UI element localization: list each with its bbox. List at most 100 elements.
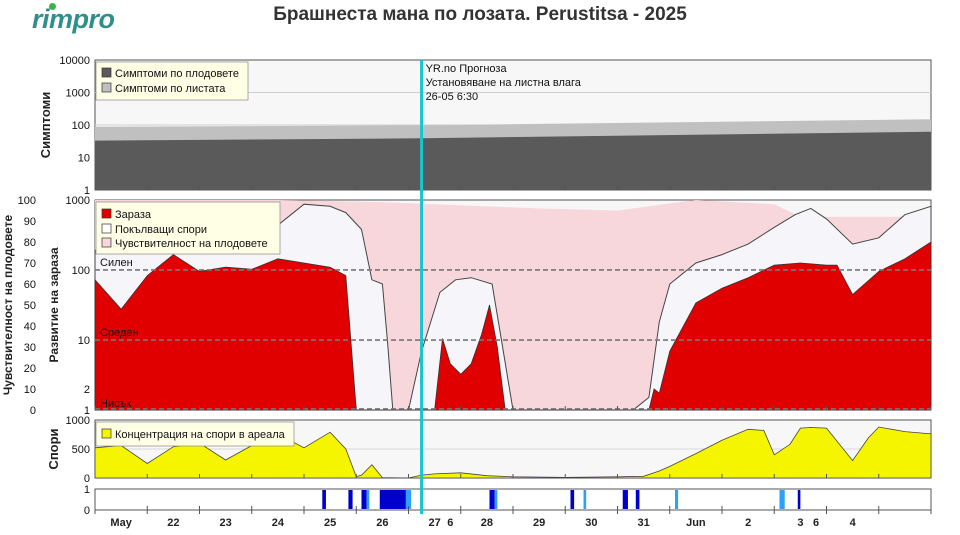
leaf-wetness-segment (379, 490, 406, 509)
spores-y-ticks: 1000 500 0 (66, 415, 90, 485)
sensitivity-y-tick-label: 70 (24, 258, 36, 270)
leaf-wetness-segment (797, 490, 801, 509)
infection-panel: Силен Среден Нисък 100908070605040302010… (1, 195, 932, 417)
legend-label-infection: Зараза (115, 209, 152, 221)
legend-swatch-spores (101, 428, 112, 439)
sensitivity-y-tick-label: 100 (18, 195, 36, 207)
date-label: May (110, 517, 132, 529)
date-label: 31 (638, 517, 650, 529)
date-label: 4 (850, 517, 857, 529)
leaf-wetness-y-ticks: 10 (84, 484, 90, 517)
logo-dot-icon (49, 3, 56, 10)
sensitivity-y-tick-label: 0 (30, 405, 36, 417)
infection-y-axis-title: Развитие на зараза (47, 247, 61, 362)
forecast-timestamp-label: 26-05 6:30 (426, 91, 479, 103)
date-axis: May 22 23 24 25 26 27 6 28 29 30 31 Jun 2 3 6 4 (94, 186, 932, 529)
leaf-wetness-segment (583, 490, 587, 509)
legend-label-spores: Концентрация на спори в ареала (115, 429, 286, 441)
spores-legend: Концентрация на спори в ареала (95, 421, 295, 447)
leaf-wetness-segment (489, 490, 495, 509)
spores-y-tick-label: 0 (84, 473, 90, 485)
infection-legend: Зараза Покълващи спори Чувствителност на… (95, 201, 281, 255)
level-label-low: Нисък (100, 398, 131, 410)
infection-y-tick-label: 1 (84, 405, 90, 417)
leaf-wetness-segment (674, 490, 679, 509)
rimpro-logo: rimpro (32, 4, 115, 34)
date-label: 25 (324, 517, 336, 529)
spores-y-tick-label: 500 (72, 444, 90, 456)
level-label-high: Силен (100, 257, 133, 269)
leaf-wetness-segment (779, 490, 785, 509)
symptoms-legend-box (95, 61, 249, 101)
sensitivity-y-tick-label: 50 (24, 300, 36, 312)
leaf-wetness-y-tick-label: 1 (84, 484, 90, 496)
spores-panel: 1000 500 0 Спори Концентрация на спори в а… (46, 415, 932, 485)
leaf-wetness-segment (570, 490, 575, 509)
infection-y-tick-label: 10 (78, 335, 90, 347)
spores-y-axis-title: Спори (46, 428, 61, 469)
symptoms-panel: 10000 1000 100 10 1 Симптоми Симптоми по пло… (38, 55, 932, 197)
infection-y-tick-label: 1000 (66, 195, 90, 207)
symptoms-legend: Симптоми по плодовете Симптоми по листат… (95, 61, 249, 101)
date-label: 2 (745, 517, 751, 529)
leaf-wetness-segments (322, 490, 801, 509)
leaf-wetness-segment (348, 490, 353, 509)
leaf-wetness-segment (622, 490, 628, 509)
date-label: 28 (481, 517, 493, 529)
date-label: 29 (533, 517, 545, 529)
date-label: 24 (272, 517, 285, 529)
legend-label-fruit-symptoms: Симптоми по плодовете (115, 68, 239, 80)
leaf-wetness-segment (405, 490, 412, 509)
forecast-marker: YR.no Прогноза Установяване на листна вл… (420, 60, 582, 514)
infection-area (94, 241, 932, 411)
date-label: 30 (585, 517, 597, 529)
leaf-wetness-y-tick-label: 0 (84, 505, 90, 517)
infection-y-ticks: 1000 100 10 2 1 (66, 195, 90, 417)
date-label: 6 (447, 517, 453, 529)
sensitivity-y-tick-label: 60 (24, 279, 36, 291)
symptoms-y-axis-title: Симптоми (38, 92, 53, 158)
sensitivity-y-tick-label: 30 (24, 342, 36, 354)
date-label: Jun (686, 517, 706, 529)
forecast-description-label: Установяване на листна влага (426, 77, 582, 89)
forecast-source-label: YR.no Прогноза (426, 63, 508, 75)
sensitivity-y-tick-label: 40 (24, 321, 36, 333)
symptoms-y-tick-label: 100 (72, 120, 90, 132)
chart-title: Брашнеста мана по лозата. Perustitsa - 2… (273, 4, 687, 25)
leaf-wetness-panel: 10 (84, 484, 932, 517)
symptoms-y-tick-label: 10000 (59, 55, 90, 67)
legend-swatch-infection (101, 208, 112, 219)
leaf-wetness-segment (494, 490, 498, 509)
leaf-wetness-segment (322, 490, 326, 509)
legend-swatch-sensitivity (101, 237, 112, 248)
sensitivity-y-tick-label: 20 (24, 363, 36, 375)
sensitivity-y-axis-title: Чувствителност на плодовете (1, 215, 15, 396)
symptoms-y-tick-label: 10 (78, 153, 90, 165)
level-label-medium: Среден (100, 327, 139, 339)
infection-y-tick-label: 100 (72, 265, 90, 277)
date-label: 23 (220, 517, 232, 529)
legend-label-leaf-symptoms: Симптоми по листата (115, 83, 226, 95)
date-label: 3 (797, 517, 803, 529)
symptoms-y-tick-label: 1000 (66, 88, 90, 100)
infection-y-tick-label: 2 (84, 384, 90, 396)
sensitivity-y-tick-label: 80 (24, 237, 36, 249)
date-label: 27 (429, 517, 441, 529)
date-label: 22 (167, 517, 179, 529)
infection-legend-box (95, 201, 281, 255)
leaf-wetness-segment (361, 490, 367, 509)
symptoms-y-ticks: 10000 1000 100 10 1 (59, 55, 90, 197)
legend-label-sensitivity: Чувствителност на плодовете (115, 238, 268, 250)
date-label: 26 (376, 517, 388, 529)
legend-swatch-leaf-symptoms (101, 82, 112, 93)
spores-legend-box (95, 421, 295, 447)
date-label: 6 (813, 517, 819, 529)
sensitivity-y-tick-label: 90 (24, 216, 36, 228)
legend-swatch-germinating (101, 223, 112, 234)
spores-y-tick-label: 1000 (66, 415, 90, 427)
fruit-symptoms-area (95, 131, 931, 190)
symptoms-y-tick-label: 1 (84, 185, 90, 197)
leaf-wetness-segment (635, 490, 640, 509)
